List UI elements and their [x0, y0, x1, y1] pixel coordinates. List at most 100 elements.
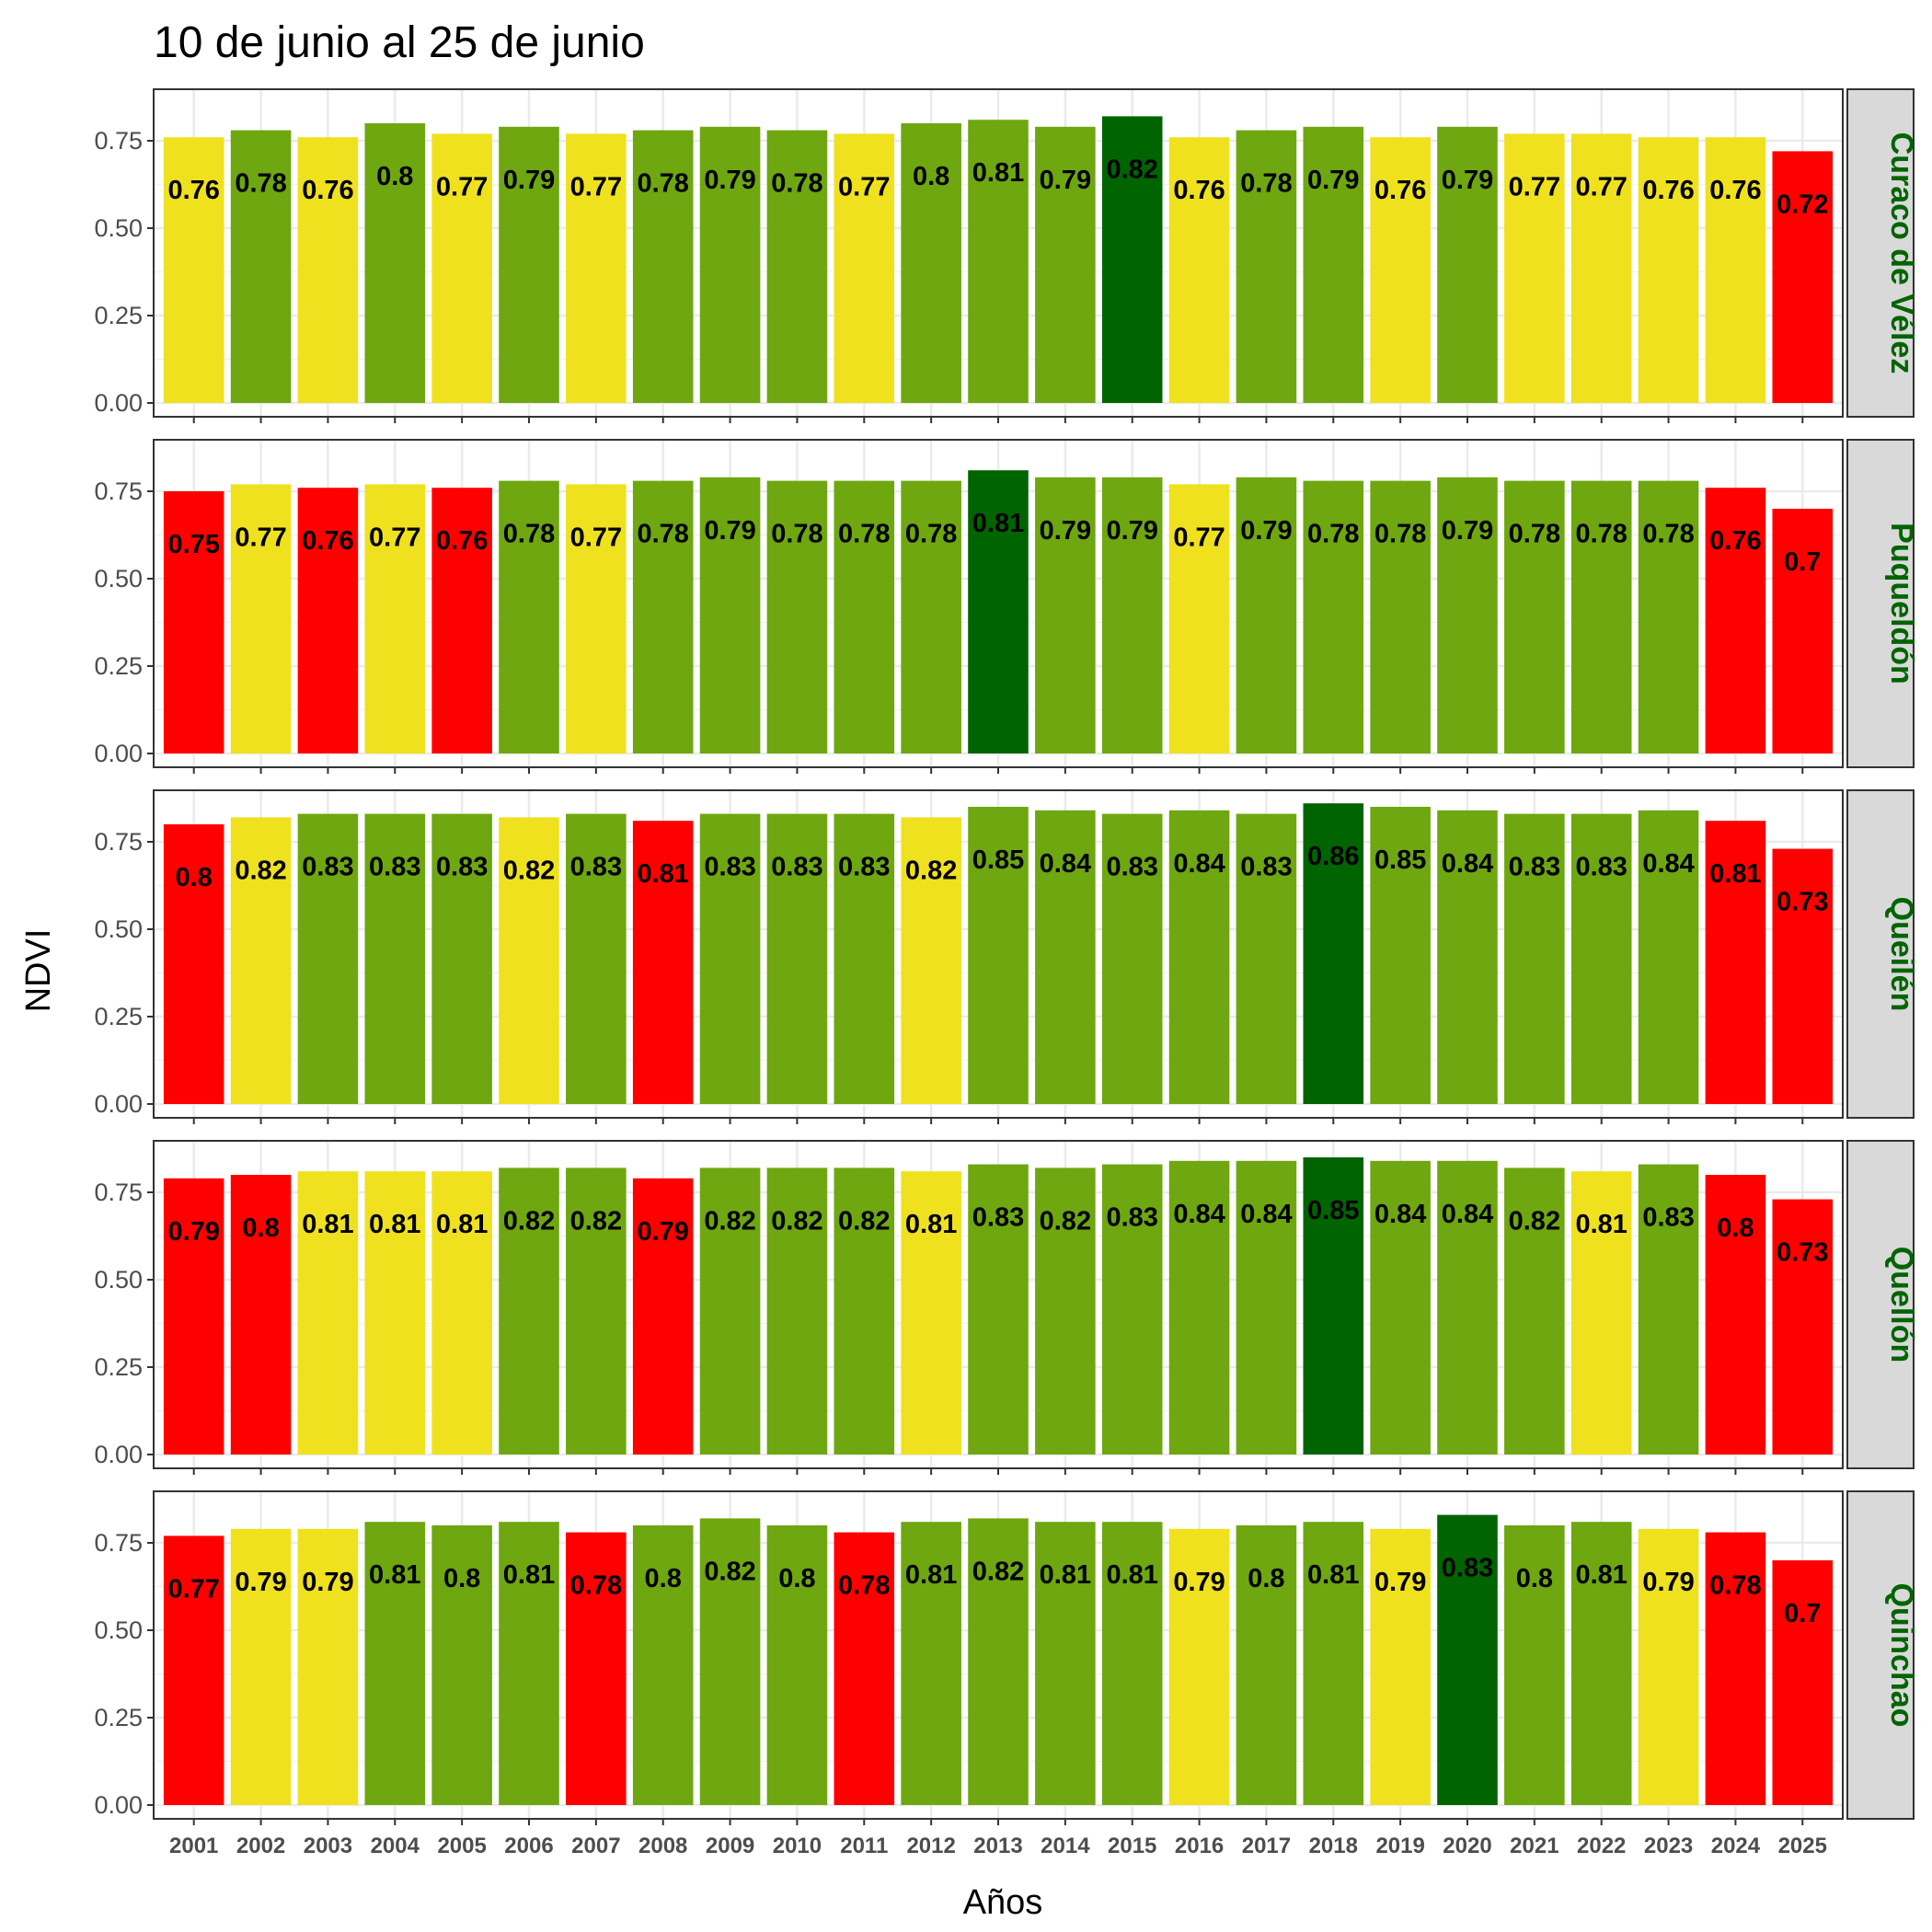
bar-value-label: 0.84 [1240, 1200, 1292, 1229]
bar [1101, 813, 1163, 1104]
bar-value-label: 0.78 [637, 169, 688, 199]
bar [901, 817, 961, 1104]
x-tick-label: 2012 [906, 1834, 955, 1858]
bar-value-label: 0.84 [1642, 849, 1694, 879]
bar [566, 133, 627, 403]
bar-value-label: 0.83 [1509, 853, 1560, 882]
bar-value-label: 0.83 [1575, 853, 1627, 882]
bar [632, 1178, 694, 1455]
bar [901, 123, 961, 403]
facet-strip-label: Queilén [1884, 897, 1919, 1012]
bar-value-label: 0.82 [1106, 155, 1157, 184]
bar [566, 813, 627, 1104]
bar-value-label: 0.83 [302, 853, 353, 882]
bar-value-label: 0.8 [778, 1564, 815, 1593]
bar [1236, 813, 1297, 1104]
bar-value-label: 0.84 [1173, 849, 1225, 879]
bar-value-label: 0.81 [637, 859, 688, 889]
bar [499, 126, 559, 404]
bar-value-label: 0.77 [838, 172, 890, 201]
bar-value-label: 0.83 [838, 853, 890, 882]
bar [364, 1171, 426, 1455]
bar [699, 126, 761, 404]
x-tick-label: 2025 [1778, 1834, 1827, 1858]
bar [364, 1522, 426, 1805]
bar [1504, 480, 1565, 753]
bar [632, 480, 694, 753]
bar [1437, 810, 1498, 1104]
bar [297, 137, 359, 403]
bar [1705, 488, 1766, 753]
y-tick-label: 0.75 [94, 828, 143, 856]
bar [297, 488, 359, 753]
bar [1437, 1514, 1498, 1805]
bar-value-label: 0.79 [1106, 516, 1157, 546]
bar-value-label: 0.78 [905, 520, 957, 549]
bar-value-label: 0.79 [1442, 166, 1493, 195]
facet-panel: 0.00 0.25 0.50 0.75 0.8 0.82 0.83 0.83 0.83 0.82 0… [94, 789, 1919, 1124]
x-tick-label: 2016 [1175, 1834, 1224, 1858]
bar [1437, 477, 1498, 753]
bar [1705, 1175, 1766, 1455]
bar [566, 484, 627, 753]
bar-value-label: 0.83 [1442, 1554, 1493, 1583]
bar [364, 123, 426, 403]
bar-value-label: 0.82 [972, 1557, 1024, 1586]
bar-value-label: 0.78 [637, 520, 688, 549]
bar-value-label: 0.8 [1516, 1564, 1553, 1593]
bar-value-label: 0.78 [1709, 1571, 1761, 1601]
y-tick-label: 0.00 [94, 740, 143, 767]
bar-value-label: 0.79 [704, 166, 755, 195]
bar [1772, 1199, 1834, 1455]
y-tick-label: 0.00 [94, 1441, 143, 1468]
bar-value-label: 0.77 [235, 523, 286, 552]
bar-value-label: 0.81 [1575, 1210, 1627, 1239]
bar-value-label: 0.81 [905, 1210, 957, 1239]
bar [297, 1528, 359, 1805]
bar [163, 1178, 224, 1455]
bar-value-label: 0.77 [570, 172, 622, 201]
bar-value-label: 0.82 [503, 1206, 555, 1236]
bar-value-label: 0.81 [905, 1560, 957, 1590]
x-tick-label: 2022 [1577, 1834, 1626, 1858]
bar-value-label: 0.79 [302, 1568, 353, 1597]
bar-value-label: 0.84 [1173, 1200, 1225, 1229]
x-tick-label: 2008 [638, 1834, 687, 1858]
bar [1303, 803, 1364, 1104]
bar-value-label: 0.81 [1106, 1560, 1157, 1590]
x-tick-label: 2021 [1510, 1834, 1558, 1858]
bar-value-label: 0.82 [771, 1206, 822, 1236]
bar [1638, 137, 1699, 403]
bar [834, 1167, 895, 1455]
y-tick-label: 0.00 [94, 1090, 143, 1118]
bar-value-label: 0.81 [1575, 1560, 1627, 1590]
bar [1035, 1167, 1096, 1455]
bar [499, 1522, 559, 1805]
bar [1772, 151, 1834, 403]
bar-value-label: 0.8 [913, 162, 949, 191]
bar [163, 137, 224, 403]
bar-value-label: 0.78 [1374, 520, 1426, 549]
bar-value-label: 0.82 [235, 856, 286, 885]
bar [699, 1167, 761, 1455]
bar [1101, 1522, 1163, 1805]
bar [1168, 1160, 1230, 1455]
bar [1370, 1160, 1431, 1455]
bar-value-label: 0.79 [1307, 166, 1359, 195]
bar-value-label: 0.79 [1040, 516, 1091, 546]
bar [766, 1167, 828, 1455]
x-tick-label: 2006 [504, 1834, 553, 1858]
bar [499, 480, 559, 753]
bar-value-label: 0.79 [704, 516, 755, 546]
bar [1370, 807, 1431, 1104]
facet-strip-label: Puqueldón [1884, 523, 1919, 684]
bar-value-label: 0.82 [905, 856, 957, 885]
bar [1570, 480, 1632, 753]
y-tick-label: 0.50 [94, 214, 143, 242]
bar [1370, 1528, 1431, 1805]
bar [1705, 137, 1766, 403]
x-tick-label: 2023 [1644, 1834, 1693, 1858]
facet-strip [1846, 1490, 1915, 1820]
bar-value-label: 0.83 [771, 853, 822, 882]
